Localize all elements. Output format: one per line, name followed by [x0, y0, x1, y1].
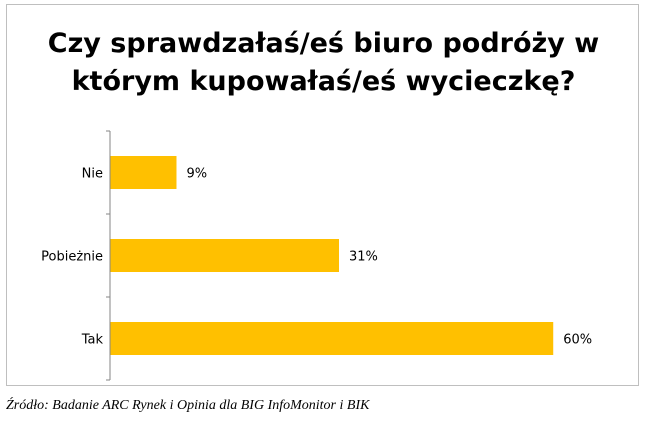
data-label-0: 9% [186, 167, 207, 182]
bar-2 [110, 322, 553, 355]
category-label-1: Pobieżnie [41, 250, 103, 265]
bar-1 [110, 239, 339, 272]
chart-frame: Czy sprawdzałaś/eś biuro podróży w który… [6, 4, 639, 386]
category-label-0: Nie [82, 167, 103, 182]
bar-0 [110, 156, 176, 189]
data-label-1: 31% [349, 250, 378, 265]
source-note: Źródło: Badanie ARC Rynek i Opinia dla B… [6, 398, 369, 414]
bar-chart: Nie 9% Pobieżnie 31% Tak 60% [7, 5, 640, 387]
data-label-2: 60% [563, 333, 592, 348]
category-label-2: Tak [81, 333, 104, 348]
